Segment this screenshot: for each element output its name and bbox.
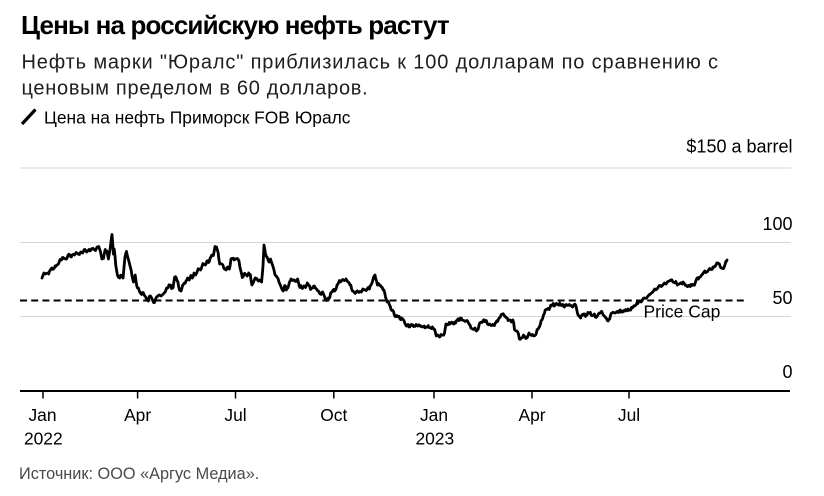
svg-text:Источник: ООО «Аргус Медиа».: Источник: ООО «Аргус Медиа». [19,465,259,483]
svg-text:Jan: Jan [28,405,56,425]
svg-text:Цены на российскую нефть расту: Цены на российскую нефть растут [21,10,450,40]
svg-text:Jul: Jul [618,405,640,425]
svg-text:Нефть марки "Юралс" приблизила: Нефть марки "Юралс" приблизилась к 100 д… [22,51,719,73]
svg-text:Jul: Jul [224,405,246,425]
svg-text:Oct: Oct [320,405,347,425]
svg-text:$150 a barrel: $150 a barrel [686,137,792,157]
svg-text:Jan: Jan [420,405,448,425]
svg-text:50: 50 [772,288,792,308]
svg-text:100: 100 [762,214,792,234]
svg-text:Apr: Apr [518,405,545,425]
svg-text:0: 0 [782,362,792,382]
svg-text:Цена на нефть Приморск FOB Юра: Цена на нефть Приморск FOB Юралс [44,108,351,128]
svg-text:Apr: Apr [124,405,151,425]
svg-text:2022: 2022 [24,429,63,449]
svg-text:ценовым пределом в 60 долларов: ценовым пределом в 60 долларов. [22,77,369,99]
svg-text:2023: 2023 [415,429,454,449]
svg-text:Price Cap: Price Cap [644,302,721,322]
